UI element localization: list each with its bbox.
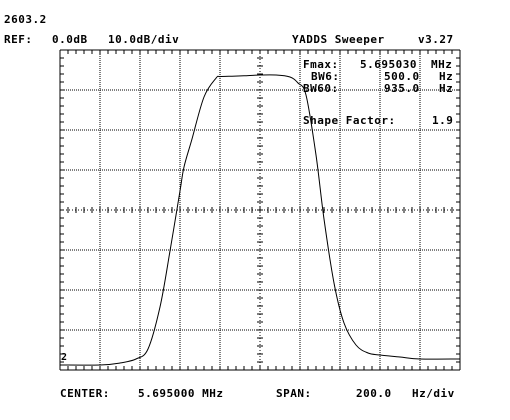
app-version: v3.27 bbox=[418, 33, 454, 46]
bw6-unit: Hz bbox=[439, 70, 454, 83]
app-name: YADDS Sweeper bbox=[292, 33, 385, 46]
center-frequency: 5.695000 MHz bbox=[138, 387, 224, 400]
response-trace bbox=[59, 74, 461, 366]
bw60-value: 935.0 bbox=[384, 82, 420, 95]
center-label: CENTER: bbox=[60, 387, 110, 400]
bw6-label: BW6: bbox=[311, 70, 340, 83]
ref-level: 0.0dB bbox=[52, 33, 88, 46]
shape-factor-value: 1.9 bbox=[432, 114, 454, 127]
sweep-counter: 2603.2 bbox=[4, 13, 47, 26]
ref-label: REF: bbox=[4, 33, 33, 46]
span-value: 200.0 bbox=[356, 387, 392, 400]
fmax-unit: MHz bbox=[431, 58, 453, 71]
bw60-label: BW60: bbox=[303, 82, 339, 95]
fmax-value: 5.695030 bbox=[360, 58, 417, 71]
span-label: SPAN: bbox=[276, 387, 312, 400]
span-unit: Hz/div bbox=[412, 387, 455, 400]
shape-factor-label: Shape Factor: bbox=[303, 114, 396, 127]
bw60-unit: Hz bbox=[439, 82, 454, 95]
fmax-label: Fmax: bbox=[303, 58, 339, 71]
scale-per-div: 10.0dB/div bbox=[108, 33, 180, 46]
trace-marker: 2 bbox=[61, 352, 68, 363]
bw6-value: 500.0 bbox=[384, 70, 420, 83]
graticule bbox=[59, 49, 461, 371]
